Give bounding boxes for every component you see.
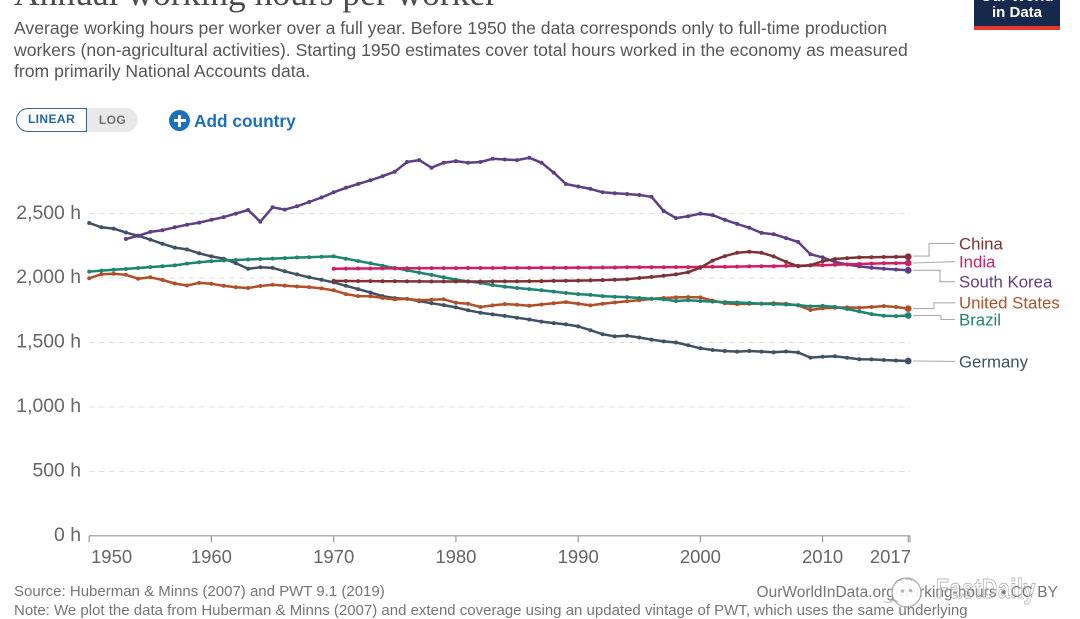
svg-text:2000: 2000: [680, 546, 721, 567]
svg-text:1950: 1950: [91, 546, 132, 567]
svg-text:1960: 1960: [191, 546, 232, 567]
svg-text:South Korea: South Korea: [959, 273, 1053, 292]
svg-text:2,500 h: 2,500 h: [16, 202, 81, 224]
svg-text:1,500 h: 1,500 h: [16, 331, 81, 353]
svg-text:500 h: 500 h: [32, 460, 81, 482]
svg-text:0 h: 0 h: [54, 524, 81, 546]
svg-text:2,000 h: 2,000 h: [16, 266, 81, 288]
svg-text:Germany: Germany: [959, 352, 1029, 371]
svg-text:Brazil: Brazil: [959, 310, 1001, 329]
svg-text:2017: 2017: [870, 546, 911, 567]
svg-text:2010: 2010: [802, 546, 843, 567]
svg-text:China: China: [959, 234, 1004, 253]
svg-text:1990: 1990: [558, 546, 599, 567]
svg-text:1980: 1980: [435, 546, 476, 567]
svg-text:1970: 1970: [313, 546, 354, 567]
svg-text:India: India: [959, 253, 996, 272]
svg-text:United States: United States: [959, 294, 1060, 313]
svg-text:FastDaily: FastDaily: [936, 574, 1036, 605]
svg-text:1,000 h: 1,000 h: [16, 395, 81, 417]
